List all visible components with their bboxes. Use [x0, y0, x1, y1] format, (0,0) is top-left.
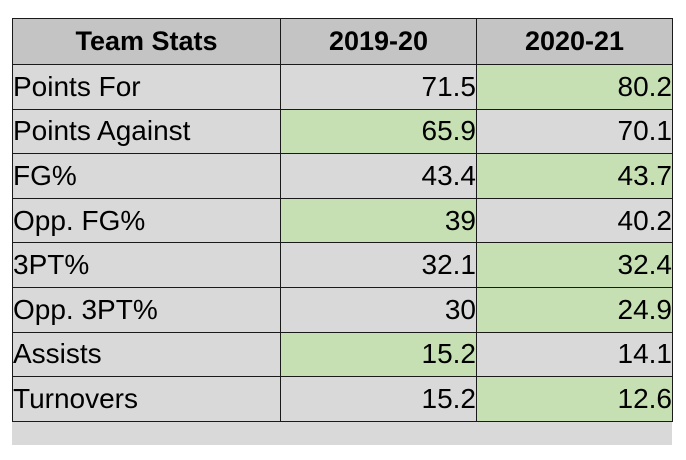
value-2019-20: 30: [280, 286, 477, 333]
stat-label: Turnovers: [12, 376, 281, 422]
stat-label: Points Against: [12, 108, 281, 155]
table-row: Points For 71.5 80.2: [12, 64, 673, 110]
stat-label: FG%: [12, 153, 281, 199]
team-stats-table: Team Stats 2019-20 2020-21 Points For 71…: [12, 18, 673, 422]
value-2019-20: 65.9: [280, 108, 477, 155]
stat-label: Opp. 3PT%: [12, 286, 281, 333]
value-2019-20: 15.2: [280, 331, 477, 378]
value-2020-21: 70.1: [476, 108, 673, 155]
stat-label: Opp. FG%: [12, 197, 281, 244]
stat-label: 3PT%: [12, 242, 281, 288]
value-2020-21: 32.4: [476, 242, 673, 288]
table-row: Turnovers 15.2 12.6: [12, 376, 673, 422]
header-team-stats: Team Stats: [12, 18, 281, 65]
table-row: FG% 43.4 43.7: [12, 153, 673, 199]
header-row: Team Stats 2019-20 2020-21: [12, 18, 673, 65]
value-2019-20: 15.2: [280, 376, 477, 422]
table-row: Points Against 65.9 70.1: [12, 108, 673, 155]
table-row: Opp. 3PT% 30 24.9: [12, 286, 673, 333]
value-2020-21: 14.1: [476, 331, 673, 378]
stat-label: Points For: [12, 64, 281, 110]
value-2019-20: 39: [280, 197, 477, 244]
value-2019-20: 32.1: [280, 242, 477, 288]
table-row: Assists 15.2 14.1: [12, 331, 673, 378]
header-2019-20: 2019-20: [280, 18, 477, 65]
stat-label: Assists: [12, 331, 281, 378]
value-2020-21: 80.2: [476, 64, 673, 110]
table-row: 3PT% 32.1 32.4: [12, 242, 673, 288]
value-2020-21: 24.9: [476, 286, 673, 333]
table-row: Opp. FG% 39 40.2: [12, 197, 673, 244]
value-2019-20: 43.4: [280, 153, 477, 199]
value-2019-20: 71.5: [280, 64, 477, 110]
value-2020-21: 12.6: [476, 376, 673, 422]
header-2020-21: 2020-21: [476, 18, 673, 65]
value-2020-21: 40.2: [476, 197, 673, 244]
value-2020-21: 43.7: [476, 153, 673, 199]
